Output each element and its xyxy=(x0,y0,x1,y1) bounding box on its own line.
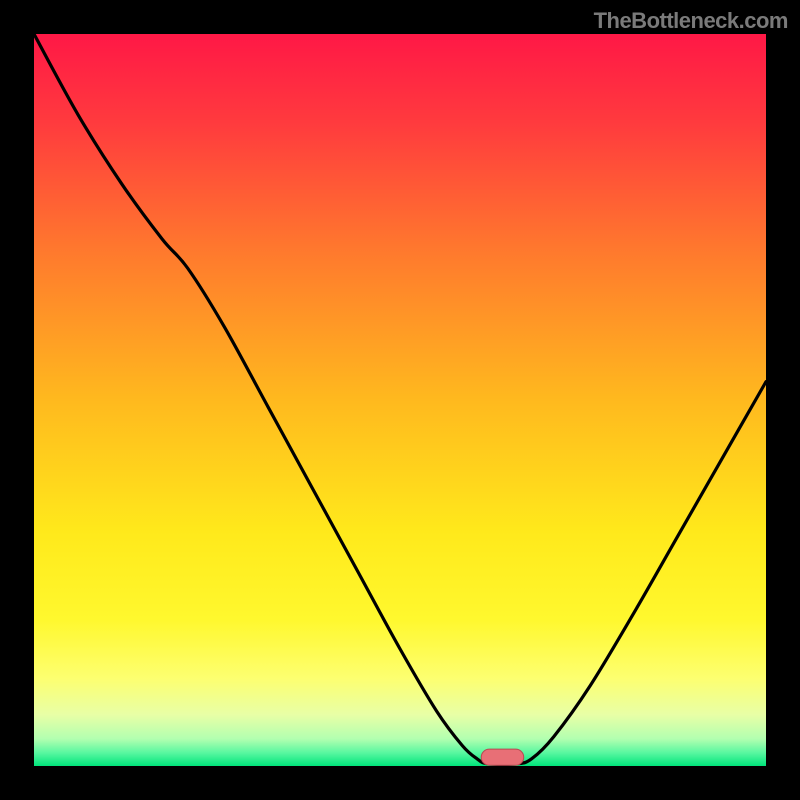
marker-pill xyxy=(481,749,523,765)
watermark-text: TheBottleneck.com xyxy=(594,8,788,34)
plot-area xyxy=(34,34,766,766)
gradient-rect xyxy=(34,34,766,766)
chart-svg xyxy=(34,34,766,766)
